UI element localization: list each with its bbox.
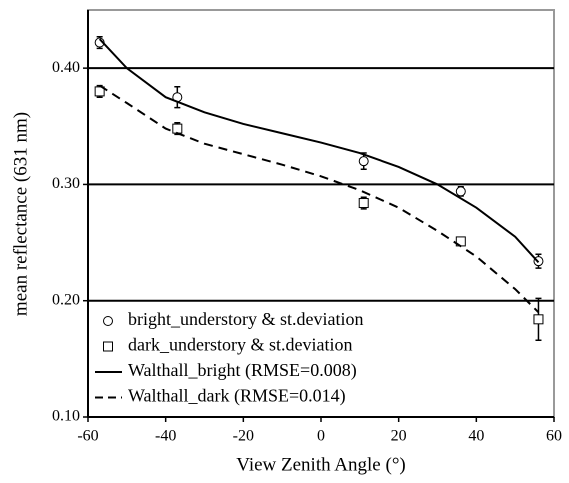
point (358, 198, 369, 209)
legend-label: Walthall_dark (RMSE=0.014) (128, 386, 346, 407)
x-tick-label: -20 (233, 428, 254, 445)
legend-label: Walthall_bright (RMSE=0.008) (128, 360, 357, 381)
x-tick-label: 0 (317, 428, 325, 445)
x-axis-label: View Zenith Angle (°) (236, 454, 406, 475)
x-tick-label: 20 (391, 428, 407, 445)
y-tick-label: 0.30 (52, 175, 80, 192)
legend-symbol (103, 341, 113, 352)
x-tick-label: -40 (155, 428, 176, 445)
point (172, 123, 183, 134)
curve (98, 38, 540, 264)
x-tick-label: -60 (77, 428, 98, 445)
x-tick-label: 40 (468, 428, 484, 445)
x-tick-label: 60 (546, 428, 562, 445)
y-tick-label: 0.20 (52, 291, 80, 308)
y-tick-label: 0.10 (52, 408, 80, 425)
point (455, 186, 466, 197)
legend-label: bright_understory & st.deviation (128, 309, 363, 329)
legend-symbol (103, 316, 113, 326)
point (533, 314, 544, 325)
curve (99, 84, 540, 314)
legend-label: dark_understory & st.deviation (128, 335, 352, 355)
point (94, 86, 105, 97)
y-tick-label: 0.40 (52, 59, 80, 76)
point (358, 156, 369, 167)
y-axis-label: mean reflectance (631 nm) (10, 112, 31, 316)
